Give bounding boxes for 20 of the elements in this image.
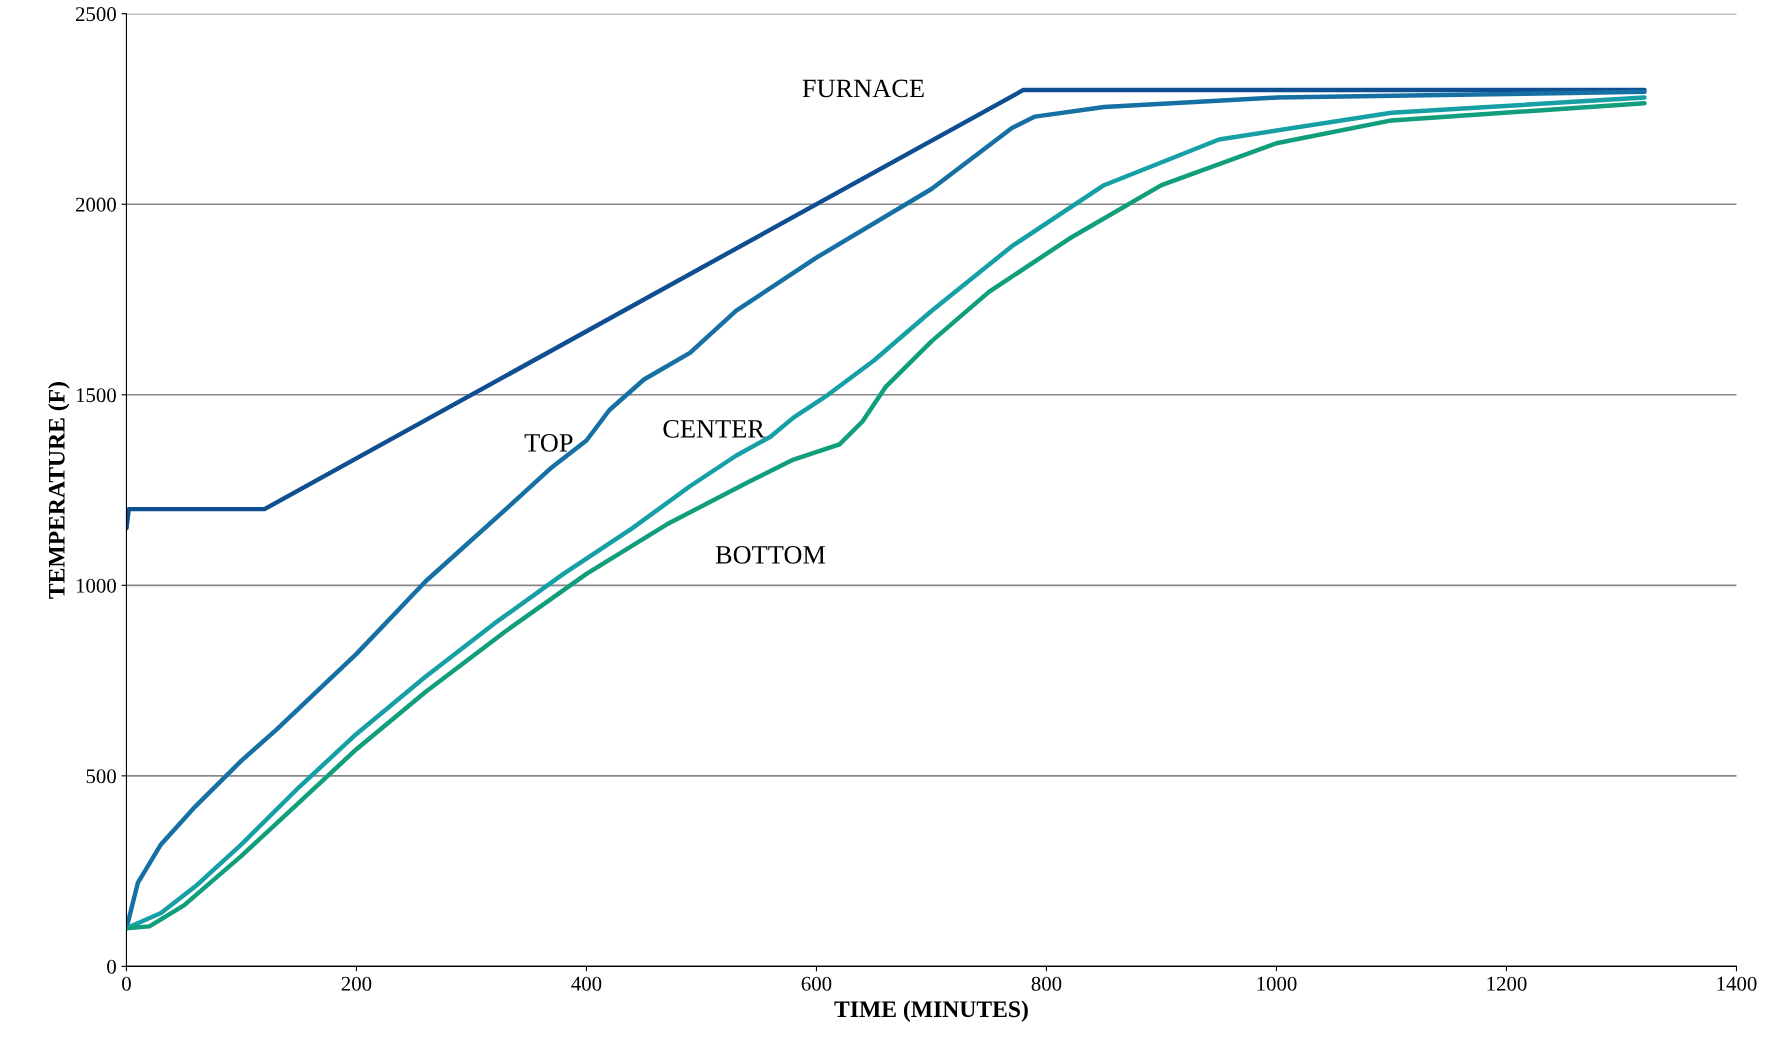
- x-axis-title: TIME (MINUTES): [834, 1000, 1028, 1022]
- x-tick-label: 1200: [1487, 976, 1527, 991]
- y-axis-title: TEMPERATURE (F): [48, 382, 70, 599]
- x-tick-label: 0: [122, 976, 131, 991]
- series-label: BOTTOM: [715, 545, 826, 564]
- y-tick-label: 2500: [75, 7, 116, 22]
- y-tick-label: 1000: [76, 578, 116, 593]
- series-label: CENTER: [663, 420, 765, 438]
- x-tick-label: 800: [1031, 976, 1062, 991]
- x-tick-label: 200: [341, 976, 372, 991]
- x-tick-label: 600: [801, 976, 832, 991]
- y-tick-label: 0: [107, 959, 116, 974]
- y-tick-label: 500: [86, 769, 116, 784]
- y-tick-label: 2000: [75, 197, 116, 212]
- series-label: FURNACE: [802, 79, 924, 98]
- x-tick-label: 400: [571, 976, 602, 991]
- y-tick-label: 1500: [76, 388, 116, 403]
- x-tick-label: 1400: [1717, 976, 1757, 991]
- x-tick-label: 1000: [1257, 976, 1297, 991]
- series-label: TOP: [524, 434, 573, 452]
